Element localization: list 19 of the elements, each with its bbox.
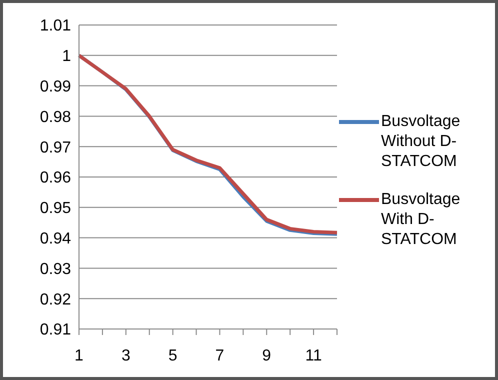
x-tick-label: 1 [74, 347, 84, 364]
y-tick-label: 0.91 [40, 322, 72, 339]
y-tick-label: 1.01 [40, 18, 72, 35]
y-tick-label: 0.97 [40, 139, 72, 156]
y-tick-label: 0.92 [40, 291, 72, 308]
y-tick-label: 0.98 [40, 108, 72, 126]
x-tick-label: 5 [168, 347, 178, 364]
legend-label: Busvoltage Without D-STATCOM [381, 112, 462, 172]
x-tick-label: 7 [215, 347, 224, 364]
x-tick-label: 3 [121, 347, 130, 364]
y-tick-label: 1 [62, 48, 72, 66]
y-tick-label: 0.93 [40, 260, 72, 278]
y-tick-label: 0.96 [40, 170, 72, 187]
x-tick-label: 11 [305, 347, 322, 364]
y-tick-label: 0.99 [40, 78, 72, 96]
y-tick-label: 0.95 [40, 200, 72, 218]
x-tick-label: 9 [262, 347, 272, 364]
legend-label: Busvoltage With D-STATCOM [381, 190, 462, 250]
y-tick-label: 0.94 [40, 230, 72, 248]
